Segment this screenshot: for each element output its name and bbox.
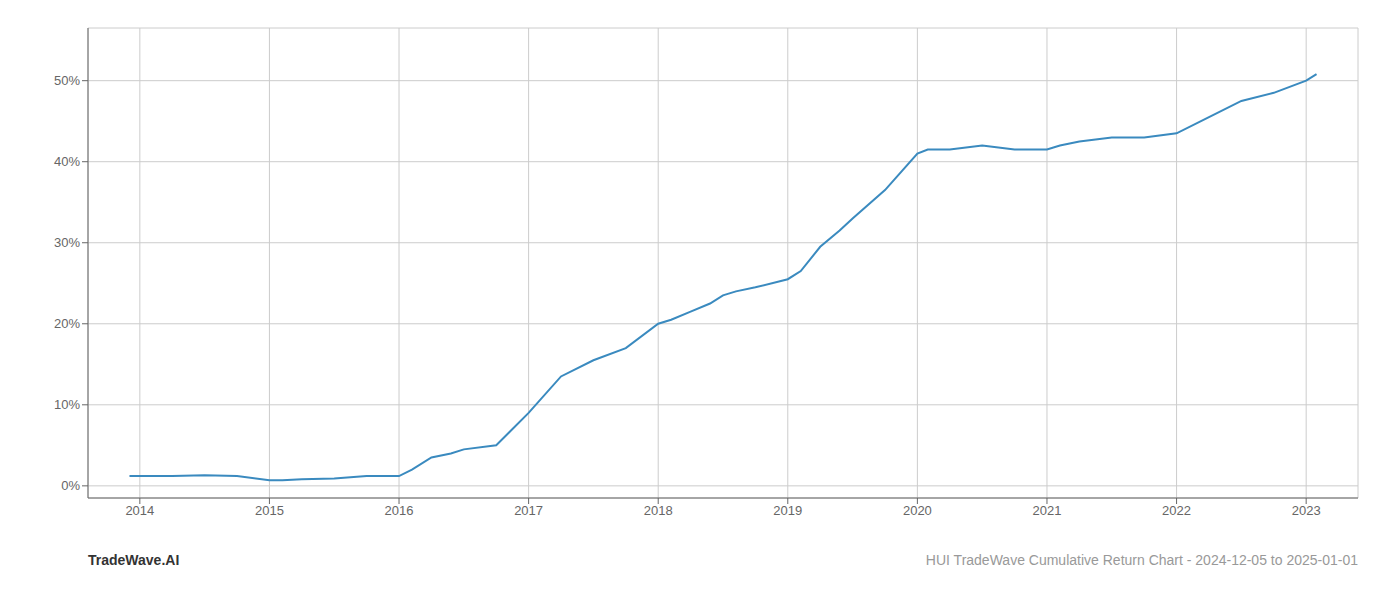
svg-text:50%: 50% <box>54 73 80 88</box>
svg-text:0%: 0% <box>61 478 80 493</box>
svg-text:40%: 40% <box>54 154 80 169</box>
svg-text:10%: 10% <box>54 397 80 412</box>
html-text:TradeWave.AI: TradeWave.AI <box>88 552 180 568</box>
svg-text:2015: 2015 <box>255 503 284 518</box>
svg-text:2022: 2022 <box>1162 503 1191 518</box>
svg-text:2018: 2018 <box>644 503 673 518</box>
svg-text:2020: 2020 <box>903 503 932 518</box>
svg-text:2019: 2019 <box>773 503 802 518</box>
svg-text:2023: 2023 <box>1292 503 1321 518</box>
svg-text:20%: 20% <box>54 316 80 331</box>
svg-text:2021: 2021 <box>1033 503 1062 518</box>
svg-text:2014: 2014 <box>125 503 154 518</box>
svg-text:2016: 2016 <box>385 503 414 518</box>
svg-text:2017: 2017 <box>514 503 543 518</box>
svg-text:30%: 30% <box>54 235 80 250</box>
html-text:HUI TradeWave Cumulative Retur: HUI TradeWave Cumulative Return Chart - … <box>925 552 1358 568</box>
